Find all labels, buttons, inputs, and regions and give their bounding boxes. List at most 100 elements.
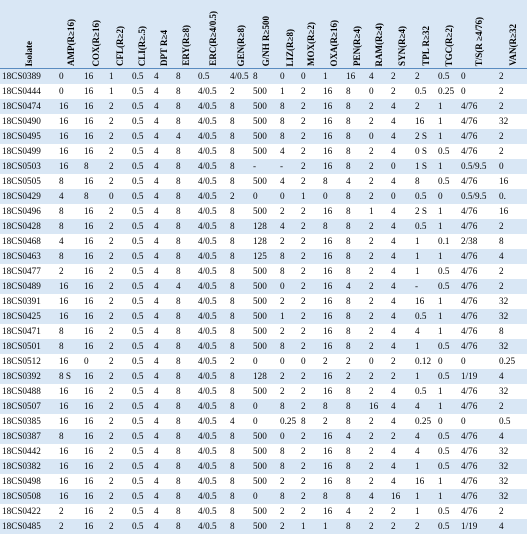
table-cell: 2 xyxy=(368,384,390,399)
table-cell: 1 xyxy=(437,294,460,309)
column-header: ERY(R≥8) xyxy=(175,0,197,69)
table-cell: 0.5 xyxy=(131,234,153,249)
table-cell: 8 xyxy=(229,459,252,474)
table-cell: 2 xyxy=(368,474,390,489)
table-cell: 4 xyxy=(390,264,414,279)
table-cell: 4/76 xyxy=(460,324,498,339)
table-cell: 8 xyxy=(175,399,197,414)
column-header: AMP(R≥16) xyxy=(58,0,83,69)
table-cell: 4 xyxy=(390,339,414,354)
table-cell: 4 xyxy=(345,429,368,444)
table-cell: 16 xyxy=(58,294,83,309)
table-cell: 8 xyxy=(175,489,197,504)
table-cell: 2 xyxy=(108,114,131,129)
table-cell: 4 xyxy=(498,519,527,534)
table-cell: 1 xyxy=(108,84,131,99)
table-cell: 16 xyxy=(83,489,108,504)
table-cell: 2 xyxy=(108,264,131,279)
column-header: ERC(R≥4/0.5) xyxy=(197,0,229,69)
table-cell: 2 xyxy=(498,279,527,294)
table-cell: 2 xyxy=(108,204,131,219)
table-cell: 8 xyxy=(58,249,83,264)
table-cell: 2 xyxy=(300,384,322,399)
table-cell: 2 xyxy=(368,339,390,354)
table-cell: 8 xyxy=(229,519,252,534)
table-cell: 4/76 xyxy=(460,294,498,309)
table-cell: 2 xyxy=(498,99,527,114)
table-cell: 0 xyxy=(368,129,390,144)
table-cell: 1 xyxy=(437,324,460,339)
table-cell: 4/76 xyxy=(460,279,498,294)
table-cell: 4/0.5 xyxy=(197,99,229,114)
table-cell: 0 xyxy=(300,69,322,85)
table-cell: 128 xyxy=(252,369,279,384)
table-cell: 0 xyxy=(460,354,498,369)
table-cell: 4 xyxy=(368,489,390,504)
table-cell: 4 xyxy=(153,279,175,294)
table-cell: 8 xyxy=(229,144,252,159)
isolate-cell: 18CS0474 xyxy=(0,99,58,114)
table-cell: 16 xyxy=(58,459,83,474)
table-cell: 0.5 xyxy=(414,219,437,234)
table-cell: 4/76 xyxy=(460,129,498,144)
table-cell: 8 xyxy=(229,279,252,294)
table-cell: 0.5 xyxy=(131,459,153,474)
table-cell: 8 xyxy=(345,219,368,234)
table-cell: 500 xyxy=(252,519,279,534)
table-cell: 16 xyxy=(83,384,108,399)
table-cell: 8 xyxy=(175,84,197,99)
table-cell: 4 xyxy=(153,234,175,249)
table-cell: 16 xyxy=(83,414,108,429)
table-cell: 0.5 xyxy=(437,429,460,444)
table-cell: 0 xyxy=(252,399,279,414)
table-cell: 0.5 xyxy=(437,519,460,534)
table-cell: 4 xyxy=(153,309,175,324)
table-cell: 4/0.5 xyxy=(197,84,229,99)
table-cell: 1 xyxy=(437,399,460,414)
table-cell: 8 xyxy=(229,369,252,384)
table-cell: 4 xyxy=(153,414,175,429)
table-cell: 4 xyxy=(368,69,390,85)
table-cell: 8 xyxy=(345,474,368,489)
table-cell: 1 xyxy=(414,459,437,474)
table-cell: 0 xyxy=(252,489,279,504)
table-cell: 2 xyxy=(390,429,414,444)
table-cell: 16 xyxy=(83,174,108,189)
table-cell: 1/19 xyxy=(460,519,498,534)
table-cell: 500 xyxy=(252,279,279,294)
table-cell: 16 xyxy=(58,354,83,369)
table-cell: 2 xyxy=(58,264,83,279)
table-cell: 2 xyxy=(279,234,300,249)
column-header-label: CFL(R≥2) xyxy=(115,24,125,66)
table-cell: 0.5 xyxy=(131,474,153,489)
table-cell: 4 xyxy=(153,249,175,264)
table-cell: 0 S xyxy=(414,144,437,159)
table-cell: 8 xyxy=(345,399,368,414)
table-cell: 32 xyxy=(498,294,527,309)
table-cell: 4 xyxy=(153,339,175,354)
column-header: OXA(R≥16) xyxy=(322,0,345,69)
table-cell: 8 xyxy=(279,264,300,279)
table-cell: 2 xyxy=(108,519,131,534)
table-cell: 4/0.5 xyxy=(197,204,229,219)
table-cell: 1 xyxy=(437,249,460,264)
column-header-label: DPT R≥4 xyxy=(159,28,169,66)
table-cell: 16 xyxy=(58,414,83,429)
table-cell: 16 xyxy=(322,144,345,159)
table-cell: 2 xyxy=(498,219,527,234)
isolate-cell: 18CS0488 xyxy=(0,384,58,399)
table-cell: 8 xyxy=(175,309,197,324)
table-cell: 8 xyxy=(345,84,368,99)
table-cell: 0 xyxy=(58,84,83,99)
table-cell: 4/0.5 xyxy=(197,384,229,399)
table-cell: 8 xyxy=(175,414,197,429)
table-cell: 4/0.5 xyxy=(197,429,229,444)
table-cell: 4 xyxy=(498,249,527,264)
table-cell: 2 xyxy=(368,99,390,114)
